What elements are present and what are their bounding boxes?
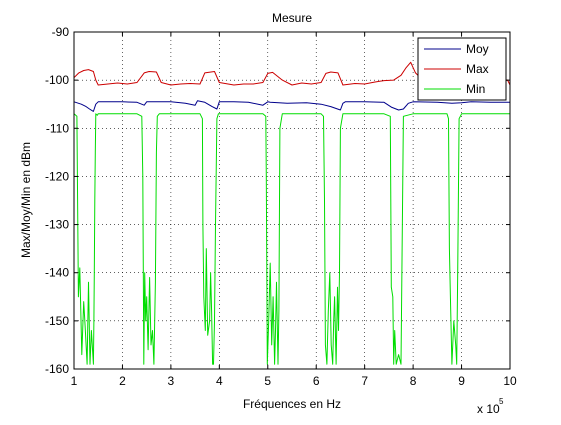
y-tick-label: -110 [46,121,69,135]
legend-label-moy: Moy [466,42,489,56]
legend-label-max: Max [466,62,489,76]
x-exponent: 5 [499,397,504,406]
legend-label-min: Min [466,82,485,96]
ticks [73,31,511,370]
legend: Moy Max Min [417,37,507,101]
x-axis-label: Fréquences en Hz [243,397,341,411]
x-tick-label: 2 [119,374,126,388]
x-tick-label: 4 [216,374,223,388]
y-tick-label: -140 [45,266,69,280]
series-min-line [73,113,510,365]
x-exponent-label: x 10 [477,402,500,416]
y-tick-label: -130 [45,218,69,232]
y-tick-label: -100 [45,73,69,87]
x-tick-label: 6 [313,374,320,388]
series-moy-line [73,100,510,112]
x-tick-label: 10 [503,374,517,388]
y-tick-label: -150 [45,314,69,328]
y-tick-label: -120 [45,169,69,183]
y-tick-label: -160 [45,362,69,376]
y-tick-label: -90 [52,25,70,39]
x-tick-label: 3 [168,374,175,388]
axes-box [73,31,511,370]
tick-labels: 1 2 3 4 5 6 7 8 9 10 -90 -100 -110 -120 -130 -140 -150 -1… [45,25,517,388]
chart-title: Mesure [272,11,312,25]
x-tick-label: 9 [458,374,465,388]
x-tick-label: 5 [264,374,271,388]
y-axis-label: Max/Moy/Min en dBm [19,142,33,258]
x-tick-label: 7 [361,374,368,388]
x-tick-label: 1 [71,374,78,388]
x-tick-label: 8 [410,374,417,388]
